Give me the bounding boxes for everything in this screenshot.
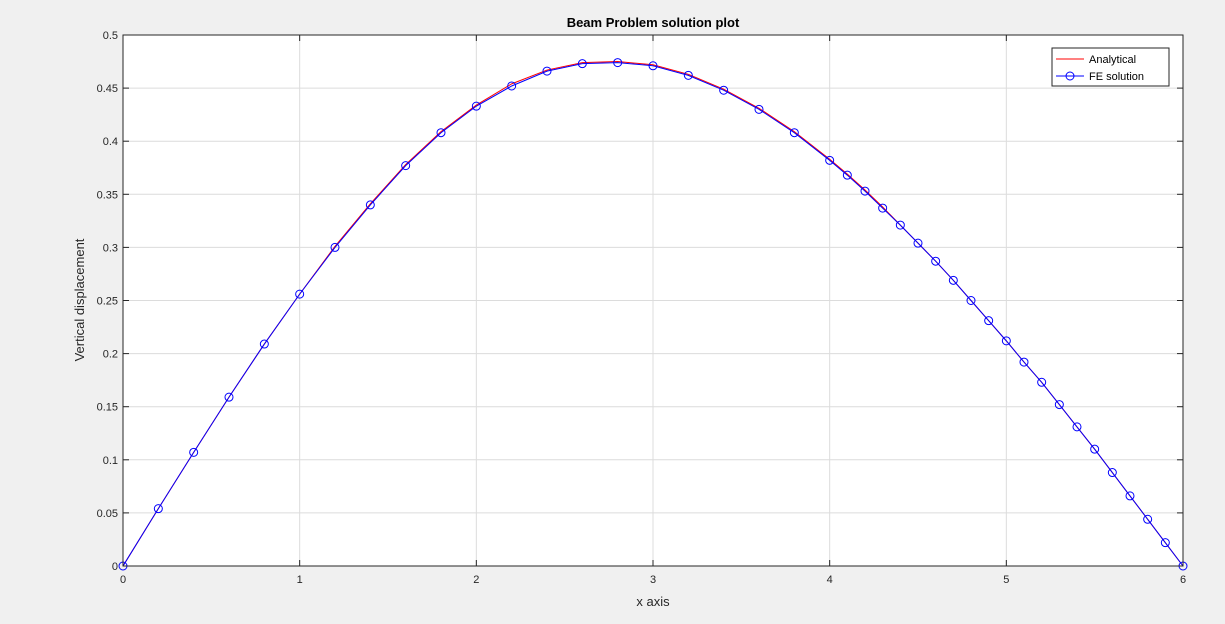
fe-solution-point bbox=[330, 242, 340, 252]
fe-solution-point bbox=[542, 66, 552, 76]
fe-solution-point bbox=[224, 392, 234, 402]
x-tick-label: 1 bbox=[297, 574, 303, 586]
chart-title: Beam Problem solution plot bbox=[567, 15, 740, 30]
y-tick-label: 0.05 bbox=[97, 508, 118, 520]
y-tick-label: 0.15 bbox=[97, 402, 118, 414]
y-tick-label: 0.25 bbox=[97, 296, 118, 308]
y-tick-label: 0 bbox=[112, 561, 118, 573]
fe-solution-point bbox=[878, 203, 888, 213]
legend-fe-label: FE solution bbox=[1089, 71, 1144, 83]
series-layer bbox=[118, 58, 1188, 571]
series-fe-solution bbox=[118, 58, 1188, 571]
y-tick-label: 0.5 bbox=[103, 30, 118, 42]
fe-solution-point bbox=[436, 128, 446, 138]
fe-solution-point bbox=[153, 504, 163, 514]
fe-solution-point bbox=[577, 59, 587, 69]
y-tick-label: 0.35 bbox=[97, 189, 118, 201]
fe-solution-point bbox=[1019, 357, 1029, 367]
fe-solution-point bbox=[1160, 538, 1170, 548]
x-axis-label: x axis bbox=[636, 594, 670, 609]
fe-solution-point bbox=[365, 200, 375, 210]
legend[interactable]: Analytical FE solution bbox=[1051, 47, 1170, 87]
fe-solution-point bbox=[984, 316, 994, 326]
fe-solution-point bbox=[1037, 377, 1047, 387]
fe-solution-line bbox=[122, 62, 1184, 567]
y-tick-label: 0.1 bbox=[103, 455, 118, 467]
legend-box bbox=[1051, 47, 1170, 87]
fe-solution-point bbox=[1125, 491, 1135, 501]
fe-solution-point bbox=[719, 85, 729, 95]
fe-solution-point bbox=[613, 58, 623, 68]
x-tick-label: 5 bbox=[1003, 574, 1009, 586]
legend-fe-marker bbox=[1065, 71, 1075, 81]
fe-solution-point bbox=[842, 170, 852, 180]
fe-solution-point bbox=[1054, 400, 1064, 410]
fe-solution-point bbox=[1001, 336, 1011, 346]
fe-solution-point bbox=[789, 128, 799, 138]
fe-solution-point bbox=[1090, 444, 1100, 454]
fe-solution-point bbox=[895, 220, 905, 230]
x-tick-label: 4 bbox=[827, 574, 833, 586]
fe-solution-point bbox=[295, 289, 305, 299]
fe-solution-point bbox=[1072, 422, 1082, 432]
y-tick-label: 0.4 bbox=[103, 136, 118, 148]
x-tick-label: 2 bbox=[473, 574, 479, 586]
fe-solution-point bbox=[825, 155, 835, 165]
x-tick-label: 0 bbox=[120, 574, 126, 586]
fe-solution-point bbox=[966, 296, 976, 305]
x-tick-label: 6 bbox=[1180, 574, 1186, 586]
y-tick-label: 0.3 bbox=[103, 242, 118, 254]
fe-solution-point bbox=[683, 70, 693, 80]
fe-solution-point bbox=[648, 61, 658, 71]
y-tick-label: 0.2 bbox=[103, 349, 118, 361]
fe-solution-point bbox=[913, 238, 923, 248]
legend-analytical-label: Analytical bbox=[1089, 54, 1136, 66]
y-tick-label: 0.45 bbox=[97, 83, 118, 95]
ticks: 0 1 2 3 4 5 6 0 0.05 0.1 0.15 0.2 0.25 0.3 0.35 0.4 0.45… bbox=[97, 30, 1186, 586]
x-tick-label: 3 bbox=[650, 574, 656, 586]
fe-solution-point bbox=[860, 186, 870, 196]
fe-solution-point bbox=[401, 161, 411, 171]
fe-solution-point bbox=[507, 81, 517, 91]
fe-solution-point bbox=[754, 104, 764, 114]
fe-solution-point bbox=[931, 256, 941, 266]
fe-solution-point bbox=[948, 275, 958, 285]
fe-solution-point bbox=[1107, 468, 1117, 478]
y-axis-label: Vertical displacement bbox=[72, 238, 87, 361]
fe-solution-point bbox=[471, 101, 481, 111]
fe-solution-point bbox=[189, 447, 199, 457]
fe-solution-point bbox=[1143, 514, 1153, 524]
fe-solution-point bbox=[259, 339, 269, 349]
